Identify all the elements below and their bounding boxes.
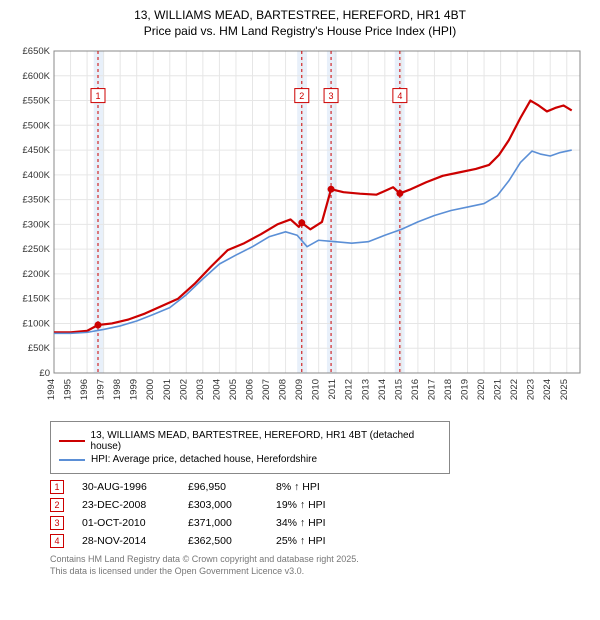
legend: 13, WILLIAMS MEAD, BARTESTREE, HEREFORD,… [50, 421, 450, 474]
svg-text:2008: 2008 [278, 379, 289, 400]
svg-text:£350K: £350K [23, 195, 51, 206]
svg-text:2012: 2012 [344, 379, 355, 400]
sale-date: 28-NOV-2014 [82, 535, 170, 547]
footnote-line-1: Contains HM Land Registry data © Crown c… [50, 554, 588, 566]
sale-index-badge: 1 [50, 480, 64, 494]
chart-svg: £0 £50K £100K £150K £200K £250K £300K £350K £400… [12, 45, 588, 415]
footnote-line-2: This data is licensed under the Open Gov… [50, 566, 588, 578]
sale-date: 23-DEC-2008 [82, 499, 170, 511]
svg-text:£250K: £250K [23, 244, 51, 255]
svg-text:2006: 2006 [244, 379, 255, 400]
svg-text:2009: 2009 [294, 379, 305, 400]
svg-text:2011: 2011 [327, 379, 338, 399]
svg-text:2015: 2015 [393, 379, 404, 400]
footnote: Contains HM Land Registry data © Crown c… [50, 554, 588, 577]
svg-text:£550K: £550K [23, 96, 51, 107]
legend-swatch [59, 459, 85, 461]
sale-row: 3 01-OCT-2010 £371,000 34% ↑ HPI [50, 516, 588, 530]
svg-text:£600K: £600K [23, 71, 51, 82]
svg-text:2014: 2014 [377, 379, 388, 400]
chart-title: 13, WILLIAMS MEAD, BARTESTREE, HEREFORD,… [12, 8, 588, 39]
svg-text:2019: 2019 [460, 379, 471, 400]
sale-date: 30-AUG-1996 [82, 481, 170, 493]
title-line-2: Price paid vs. HM Land Registry's House … [12, 24, 588, 40]
svg-text:2013: 2013 [360, 379, 371, 400]
svg-text:£500K: £500K [23, 120, 51, 131]
sale-diff: 19% ↑ HPI [276, 499, 356, 511]
sale-price: £96,950 [188, 481, 258, 493]
svg-text:1997: 1997 [96, 379, 107, 400]
svg-text:2010: 2010 [311, 379, 322, 400]
legend-item: HPI: Average price, detached house, Here… [59, 454, 441, 465]
svg-text:£50K: £50K [28, 343, 51, 354]
sale-price: £371,000 [188, 517, 258, 529]
svg-text:2023: 2023 [526, 379, 537, 400]
svg-text:1999: 1999 [129, 379, 140, 400]
sale-row: 1 30-AUG-1996 £96,950 8% ↑ HPI [50, 480, 588, 494]
legend-swatch [59, 440, 85, 442]
svg-text:£200K: £200K [23, 269, 51, 280]
title-line-1: 13, WILLIAMS MEAD, BARTESTREE, HEREFORD,… [12, 8, 588, 24]
svg-text:£450K: £450K [23, 145, 51, 156]
sales-table: 1 30-AUG-1996 £96,950 8% ↑ HPI 2 23-DEC-2008 £… [50, 480, 588, 548]
svg-text:2022: 2022 [509, 379, 520, 400]
sale-diff: 25% ↑ HPI [276, 535, 356, 547]
sale-diff: 8% ↑ HPI [276, 481, 356, 493]
svg-text:1996: 1996 [79, 379, 90, 400]
sale-row: 2 23-DEC-2008 £303,000 19% ↑ HPI [50, 498, 588, 512]
legend-label: 13, WILLIAMS MEAD, BARTESTREE, HEREFORD,… [91, 430, 441, 452]
chart-container: 13, WILLIAMS MEAD, BARTESTREE, HEREFORD,… [0, 0, 600, 588]
svg-text:£650K: £650K [23, 46, 51, 57]
sale-row: 4 28-NOV-2014 £362,500 25% ↑ HPI [50, 534, 588, 548]
svg-text:2016: 2016 [410, 379, 421, 400]
svg-text:2007: 2007 [261, 379, 272, 400]
svg-text:3: 3 [329, 91, 334, 101]
svg-text:4: 4 [397, 91, 402, 101]
legend-label: HPI: Average price, detached house, Here… [91, 454, 317, 465]
svg-text:2005: 2005 [228, 379, 239, 400]
sale-price: £303,000 [188, 499, 258, 511]
svg-text:1998: 1998 [112, 379, 123, 400]
svg-text:£150K: £150K [23, 294, 51, 305]
svg-text:2002: 2002 [178, 379, 189, 400]
svg-text:2025: 2025 [559, 379, 570, 400]
svg-text:2003: 2003 [195, 379, 206, 400]
svg-text:2021: 2021 [493, 379, 504, 400]
svg-text:2: 2 [299, 91, 304, 101]
sale-index-badge: 2 [50, 498, 64, 512]
svg-text:2020: 2020 [476, 379, 487, 400]
svg-text:2004: 2004 [211, 379, 222, 400]
svg-text:2001: 2001 [162, 379, 173, 400]
svg-text:£400K: £400K [23, 170, 51, 181]
svg-text:£100K: £100K [23, 319, 51, 330]
svg-text:£0: £0 [39, 368, 50, 379]
sale-index-badge: 3 [50, 516, 64, 530]
svg-text:2017: 2017 [426, 379, 437, 400]
svg-text:2018: 2018 [443, 379, 454, 400]
legend-item: 13, WILLIAMS MEAD, BARTESTREE, HEREFORD,… [59, 430, 441, 452]
sale-date: 01-OCT-2010 [82, 517, 170, 529]
svg-text:1994: 1994 [46, 379, 57, 400]
svg-text:1: 1 [95, 91, 100, 101]
svg-text:£300K: £300K [23, 220, 51, 231]
svg-text:2024: 2024 [542, 379, 553, 400]
svg-text:2000: 2000 [145, 379, 156, 400]
sale-diff: 34% ↑ HPI [276, 517, 356, 529]
sale-index-badge: 4 [50, 534, 64, 548]
sale-price: £362,500 [188, 535, 258, 547]
svg-text:1995: 1995 [63, 379, 74, 400]
chart-plot: £0 £50K £100K £150K £200K £250K £300K £350K £400… [12, 45, 588, 415]
